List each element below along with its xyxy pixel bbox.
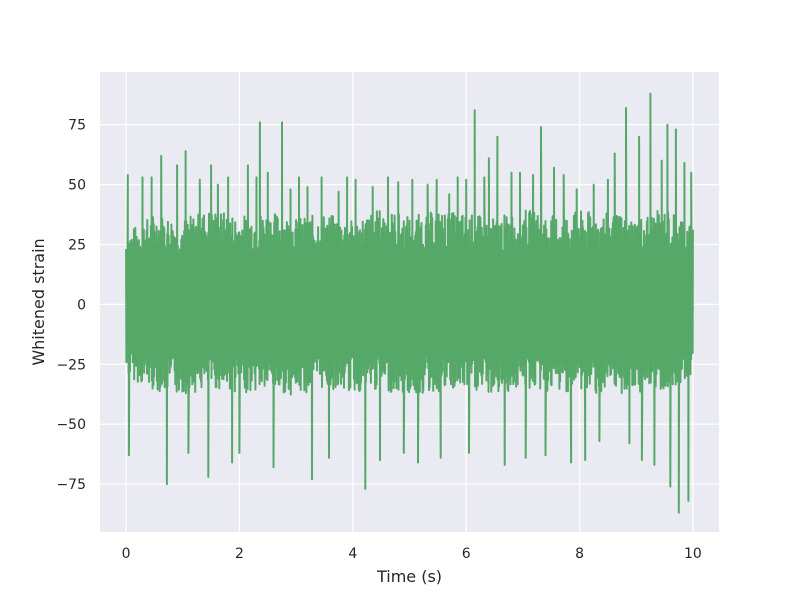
x-tick-label: 2: [235, 546, 244, 562]
y-tick-label: 75: [68, 118, 86, 134]
y-tick-label: −50: [56, 417, 86, 433]
strain-series-line: [125, 92, 694, 514]
y-tick-label: 0: [77, 297, 86, 313]
y-tick-label: 50: [68, 178, 86, 194]
x-tick-label: 8: [575, 546, 584, 562]
y-tick-label: 25: [68, 238, 86, 254]
ticks: 0 2 4 6 8 10 −75 −50 −25 0 25 50 75: [56, 118, 701, 562]
x-tick-label: 10: [684, 546, 702, 562]
series-0-layer: [125, 92, 694, 514]
x-tick-label: 6: [462, 546, 471, 562]
x-tick-label: 0: [122, 546, 131, 562]
x-axis-label: Time (s): [376, 567, 442, 586]
x-tick-label: 4: [348, 546, 357, 562]
y-tick-label: −25: [56, 357, 86, 373]
y-axis-label: Whitened strain: [29, 238, 48, 365]
y-tick-label: −75: [56, 477, 86, 493]
